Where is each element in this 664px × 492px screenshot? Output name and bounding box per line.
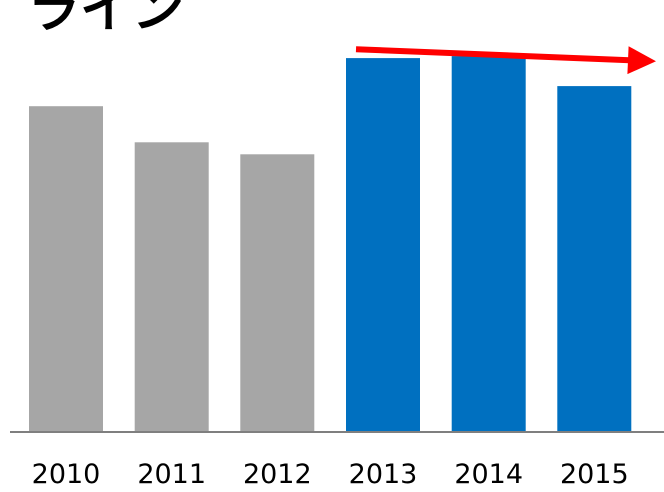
trend-arrow	[355, 46, 656, 75]
bar-2011	[134, 142, 209, 432]
bar-2015	[557, 86, 632, 431]
x-tick-label-2012: 2012	[243, 459, 312, 490]
trend-arrow-shaft	[355, 46, 637, 64]
bars-group	[29, 56, 632, 432]
x-tick-label-2011: 2011	[137, 459, 206, 490]
bar-2012	[240, 154, 315, 432]
x-tick-label-2010: 2010	[32, 459, 101, 490]
bar-2013	[346, 58, 420, 431]
bar-2014	[451, 56, 526, 431]
x-axis-ticks: 2010 2011 2012 2013 2014 2015	[32, 459, 629, 490]
chart-title-fragment: ライン	[28, 0, 184, 40]
trend-arrow-head	[627, 46, 656, 75]
x-tick-label-2013: 2013	[349, 459, 418, 490]
bar-2010	[29, 106, 103, 431]
x-tick-label-2014: 2014	[454, 459, 523, 490]
x-tick-label-2015: 2015	[560, 459, 629, 490]
